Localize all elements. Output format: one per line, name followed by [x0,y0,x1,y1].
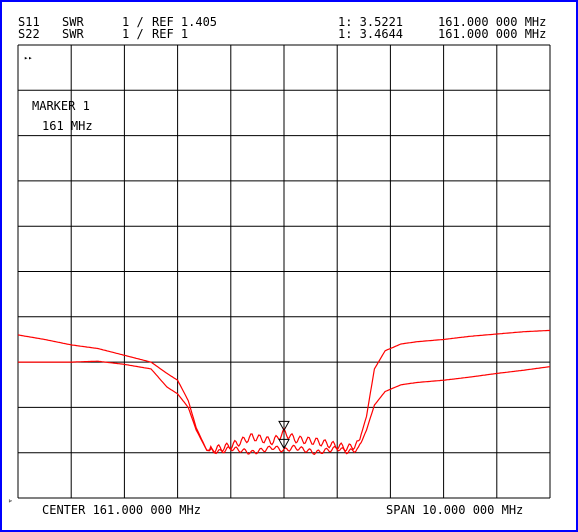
ref-label-1: REF 1.405 [152,15,217,29]
scale-label-1: 1 / [122,15,144,29]
ref-position-icon: ▸▸ [24,54,32,62]
format-label-2: SWR [62,27,84,41]
marker-triangle-icon [278,420,290,432]
trace-layer [17,329,551,455]
marker-box-title: MARKER 1 [32,99,90,113]
bottom-ref-icon: ▹ [8,496,13,505]
format-label-1: SWR [62,15,84,29]
span-frequency: SPAN 10.000 000 MHz [386,503,523,517]
trace-line-2 [18,329,551,454]
marker-triangle-icon [278,438,290,450]
header-row-1: S11 SWR 1 / REF 1.405 1: 3.5221 161.000 … [18,15,546,29]
marker-freq-1: 161.000 000 MHz [438,15,546,29]
ref-label-2: REF 1 [152,27,188,41]
marker-box-value: 161 MHz [42,119,93,133]
graticule [17,44,551,499]
marker-freq-2: 161.000 000 MHz [438,27,546,41]
scale-label-2: 1 / [122,27,144,41]
trace-label-s11: S11 [18,15,40,29]
center-frequency: CENTER 161.000 000 MHz [42,503,201,517]
header-row-2: S22 SWR 1 / REF 1 1: 3.4644 161.000 000 … [18,27,546,41]
marker-value-1: 1: 3.5221 [338,15,403,29]
marker-value-2: 1: 3.4644 [338,27,403,41]
trace-label-s22: S22 [18,27,40,41]
